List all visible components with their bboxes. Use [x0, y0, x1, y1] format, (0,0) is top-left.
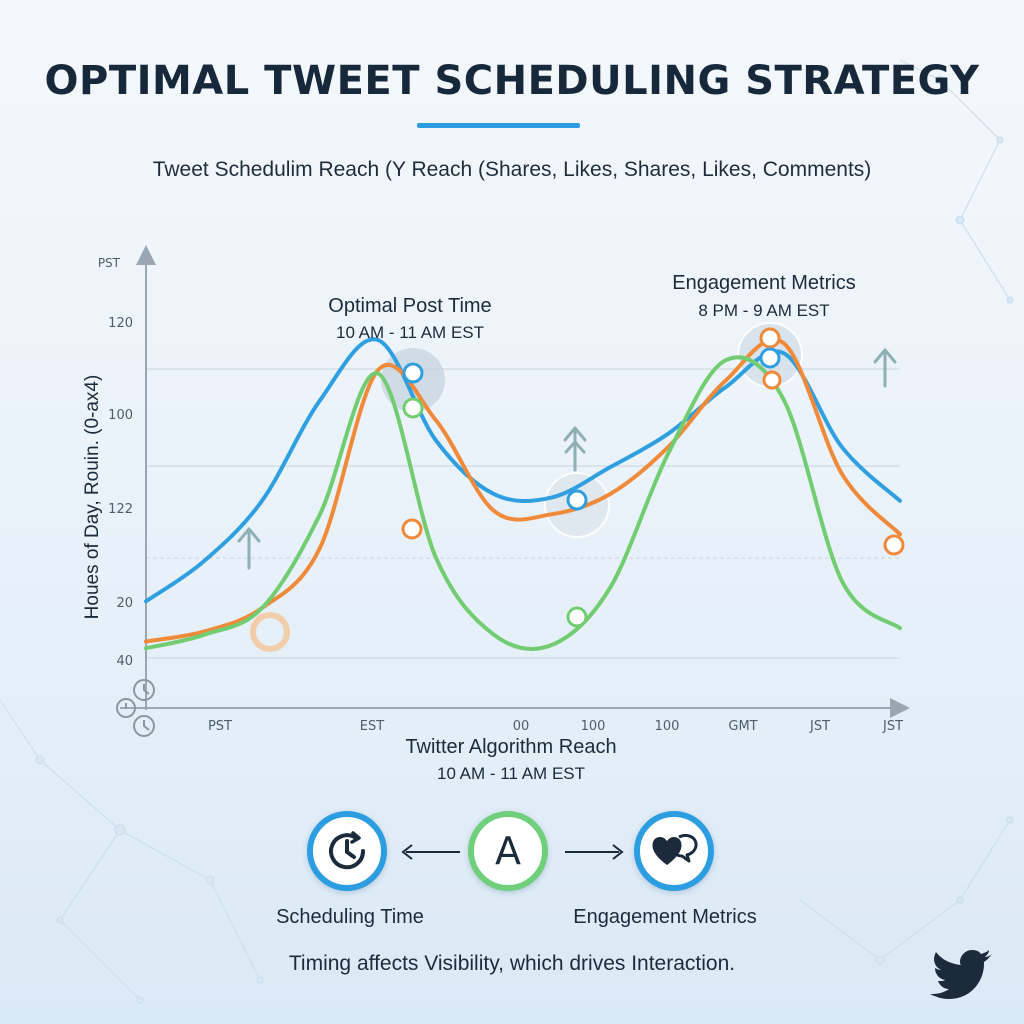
x-axis-label: Twitter Algorithm Reach [405, 736, 616, 758]
engagement-node [634, 811, 714, 891]
blue-peak-marker [402, 362, 424, 384]
y-tick-labels: PST 120 100 122 20 40 [98, 256, 133, 669]
y-axis-label: Houes of Day, Rouin. (0-ax4) [82, 375, 103, 620]
engagement-label: Engagement Metrics [573, 906, 757, 928]
right-arrow-icon [565, 844, 624, 860]
x-tick-label: GMT [728, 719, 757, 734]
series-line-green [144, 355, 902, 651]
x-tick-label: JST [882, 719, 903, 734]
y-tick-label: 122 [108, 502, 133, 517]
green-valley-marker [566, 606, 588, 628]
x-tick-label: 100 [581, 719, 606, 734]
clock-icon [116, 679, 155, 737]
y-tick-label: 100 [108, 408, 133, 423]
orange-end-marker [883, 534, 905, 556]
annotation-engagement-title: Engagement Metrics [672, 272, 855, 294]
chart-markers [401, 327, 905, 628]
x-tick-label: 00 [513, 719, 530, 734]
x-tick-label: PST [208, 719, 232, 734]
x-tick-label: 100 [655, 719, 680, 734]
blue-valley-marker [566, 489, 588, 511]
twitter-bird-icon [930, 950, 992, 999]
clock-icon [329, 831, 366, 870]
y-tick-label: 120 [108, 316, 133, 331]
y-tick-label: 20 [116, 596, 133, 611]
x-axis-sublabel: 10 AM - 11 AM EST [437, 764, 585, 783]
algorithm-letter: A [495, 829, 521, 873]
blue-peak2-marker [759, 347, 781, 369]
scheduling-node [307, 811, 387, 891]
series-layer [144, 337, 902, 651]
orange-peak2-marker [762, 370, 782, 390]
y-tick-label: PST [98, 256, 121, 270]
up-arrow-icon [237, 348, 897, 570]
x-tick-label: EST [360, 719, 384, 734]
left-arrow-icon [401, 844, 460, 860]
engagement-hearts-icon [652, 833, 698, 865]
footer-caption: Timing affects Visibility, which drives … [288, 952, 736, 975]
orange-peak-marker [759, 327, 781, 349]
x-tick-label: JST [809, 719, 830, 734]
title-underline [417, 123, 580, 128]
chart-subtitle: Tweet Schedulim Reach (Y Reach (Shares, … [152, 158, 872, 181]
green-peak-marker [402, 397, 424, 419]
series-line-blue [144, 337, 902, 604]
algorithm-node: A [468, 811, 548, 891]
annotation-optimal-title: Optimal Post Time [328, 295, 491, 317]
y-tick-label: 40 [116, 654, 133, 669]
annotation-optimal-text: 10 AM - 11 AM EST [336, 323, 484, 342]
series-line-orange [144, 337, 902, 644]
page-title: OPTIMAL TWEET SCHEDULING STRATEGY [44, 58, 980, 104]
annotation-engagement-text: 8 PM - 9 AM EST [698, 301, 829, 320]
orange-marker [401, 518, 423, 540]
scheduling-label: Scheduling Time [276, 906, 424, 928]
x-tick-labels: PST EST 00 100 100 GMT JST JST [208, 719, 903, 734]
